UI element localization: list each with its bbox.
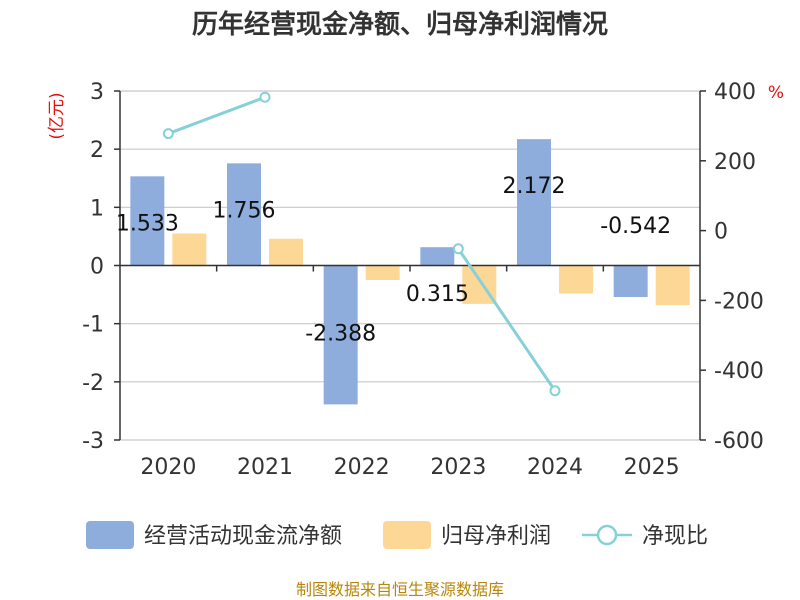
chart-title: 历年经营现金净额、归母净利润情况 xyxy=(192,9,608,40)
bar-cash-flow-2024 xyxy=(517,139,551,266)
axes xyxy=(114,90,706,441)
data-label-cash-flow-2025: -0.542 xyxy=(600,214,671,239)
left-axis-tick-label: -2 xyxy=(82,371,104,396)
legend-marker-ratio xyxy=(596,524,618,546)
left-axis-tick-label: -3 xyxy=(82,429,104,454)
bar-net-profit-2024 xyxy=(559,265,593,294)
left-axis-tick-label: 2 xyxy=(90,138,104,163)
ratio-line xyxy=(162,91,561,397)
left-axis-tick-label: 1 xyxy=(90,196,104,221)
left-axis-tick-label: -1 xyxy=(82,313,104,338)
data-labels: 1.533 1.756 -2.388 0.315 2.172 -0.542 xyxy=(116,174,671,346)
data-label-cash-flow-2021: 1.756 xyxy=(213,198,276,223)
ratio-point-2024 xyxy=(549,385,561,397)
legend-swatch-net-profit xyxy=(383,521,431,549)
right-axis-tick-label: -600 xyxy=(714,429,764,454)
ratio-line-segment xyxy=(457,247,557,392)
bar-net-profit-2022 xyxy=(365,265,400,281)
tick-labels: 3 2 1 0 -1 -2 -3 400 200 0 -200 -400 -600 2020 2021 202… xyxy=(82,80,764,480)
data-label-cash-flow-2022: -2.388 xyxy=(305,321,376,346)
category-label-2021: 2021 xyxy=(237,455,293,480)
bar-cash-flow-2020 xyxy=(130,176,165,266)
legend-swatch-cash-flow xyxy=(86,521,134,549)
right-axis-tick-label: 200 xyxy=(714,150,756,175)
right-axis-tick-label: 400 xyxy=(714,80,756,105)
ratio-line-segment xyxy=(167,95,266,135)
bar-net-profit-2025 xyxy=(655,265,690,306)
bar-cash-flow-2023 xyxy=(420,247,455,266)
category-label-2023: 2023 xyxy=(430,455,486,480)
right-axis-tick-label: -400 xyxy=(714,359,764,384)
data-label-cash-flow-2023: 0.315 xyxy=(406,282,469,307)
legend-label-net-profit: 归母净利润 xyxy=(441,524,551,549)
bars xyxy=(130,139,690,405)
category-label-2020: 2020 xyxy=(140,455,196,480)
bar-cash-flow-2021 xyxy=(227,163,261,266)
data-source-note: 制图数据来自恒生聚源数据库 xyxy=(296,580,504,599)
left-axis-tick-label: 3 xyxy=(90,80,104,105)
category-label-2022: 2022 xyxy=(334,455,390,480)
ratio-point-2023 xyxy=(452,243,464,255)
ratio-point-2020 xyxy=(162,128,174,140)
legend-label-cash-flow: 经营活动现金流净额 xyxy=(144,524,342,549)
bar-cash-flow-2025 xyxy=(613,265,648,298)
bar-net-profit-2020 xyxy=(172,233,207,266)
ratio-point-2021 xyxy=(259,91,271,103)
bar-cash-flow-2022 xyxy=(323,265,358,405)
category-label-2025: 2025 xyxy=(624,455,680,480)
bar-net-profit-2021 xyxy=(269,238,303,266)
data-label-cash-flow-2024: 2.172 xyxy=(503,174,566,199)
legend: 经营活动现金流净额 归母净利润 净现比 xyxy=(86,521,708,549)
right-axis-tick-label: 0 xyxy=(714,220,728,245)
data-label-cash-flow-2020: 1.533 xyxy=(116,211,179,236)
left-axis-tick-label: 0 xyxy=(90,255,104,280)
legend-label-ratio: 净现比 xyxy=(642,524,708,549)
category-label-2024: 2024 xyxy=(527,455,583,480)
right-axis-unit: % xyxy=(768,83,784,103)
left-axis-unit: (亿元) xyxy=(47,92,67,139)
right-axis-tick-label: -200 xyxy=(714,289,764,314)
